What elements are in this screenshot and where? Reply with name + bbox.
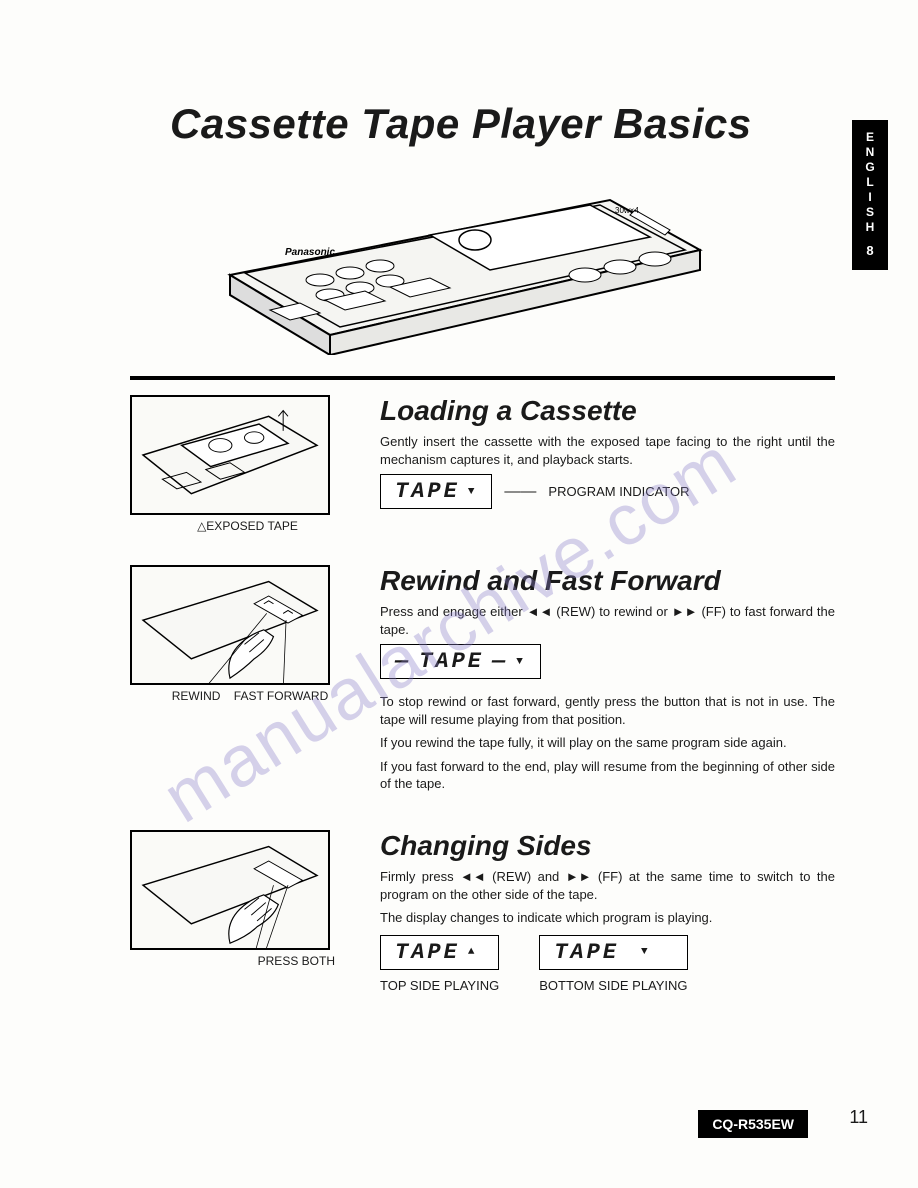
display-tape-rewind: —TAPE—▼ [380, 644, 541, 679]
horizontal-divider [130, 376, 835, 380]
lang-letter: H [866, 220, 875, 235]
lang-letter: G [865, 160, 874, 175]
changing-caption: PRESS BOTH [130, 954, 365, 968]
svg-text:30w×4: 30w×4 [615, 206, 639, 215]
rewind-body-1: Press and engage either ◄◄ (REW) to rewi… [380, 603, 835, 638]
loading-heading: Loading a Cassette [380, 395, 835, 427]
lang-letter: E [866, 130, 874, 145]
top-side-label: TOP SIDE PLAYING [380, 978, 499, 993]
bottom-side-label: BOTTOM SIDE PLAYING [539, 978, 687, 993]
rewind-body-2: To stop rewind or fast forward, gently p… [380, 693, 835, 728]
rewind-illustration [130, 565, 330, 685]
changing-body-2: The display changes to indicate which pr… [380, 909, 835, 927]
rewind-caption: REWIND FAST FORWARD [120, 689, 380, 703]
lang-page-number: 8 [866, 243, 873, 258]
loading-body: Gently insert the cassette with the expo… [380, 433, 835, 468]
section-changing-sides: PRESS BOTH Changing Sides Firmly press ◄… [130, 830, 835, 993]
loading-caption: △EXPOSED TAPE [130, 519, 365, 533]
lang-letter: I [868, 190, 871, 205]
changing-body-1: Firmly press ◄◄ (REW) and ►► (FF) at the… [380, 868, 835, 903]
display-tape-top: TAPE▲ [380, 935, 499, 970]
rewind-body-3: If you rewind the tape fully, it will pl… [380, 734, 835, 752]
loading-illustration [130, 395, 330, 515]
lang-letter: L [866, 175, 873, 190]
changing-illustration [130, 830, 330, 950]
hero-device-illustration: Panasonic 30w×4 [190, 155, 720, 355]
language-tab: E N G L I S H 8 [852, 120, 888, 270]
page-number: 11 [849, 1107, 868, 1128]
page-title: Cassette Tape Player Basics [170, 100, 752, 148]
lang-letter: N [866, 145, 875, 160]
section-rewind-ff: REWIND FAST FORWARD Rewind and Fast Forw… [130, 565, 835, 799]
changing-heading: Changing Sides [380, 830, 835, 862]
section-loading-cassette: △EXPOSED TAPE Loading a Cassette Gently … [130, 395, 835, 533]
rewind-body-4: If you fast forward to the end, play wil… [380, 758, 835, 793]
svg-text:Panasonic: Panasonic [285, 247, 335, 258]
model-number-badge: CQ-R535EW [698, 1110, 808, 1138]
rewind-heading: Rewind and Fast Forward [380, 565, 835, 597]
lang-letter: S [866, 205, 874, 220]
display-tape-bottom: TAPE▼ [539, 935, 687, 970]
program-indicator-label: PROGRAM INDICATOR [548, 484, 689, 499]
display-tape-loading: TAPE▼ [380, 474, 492, 509]
